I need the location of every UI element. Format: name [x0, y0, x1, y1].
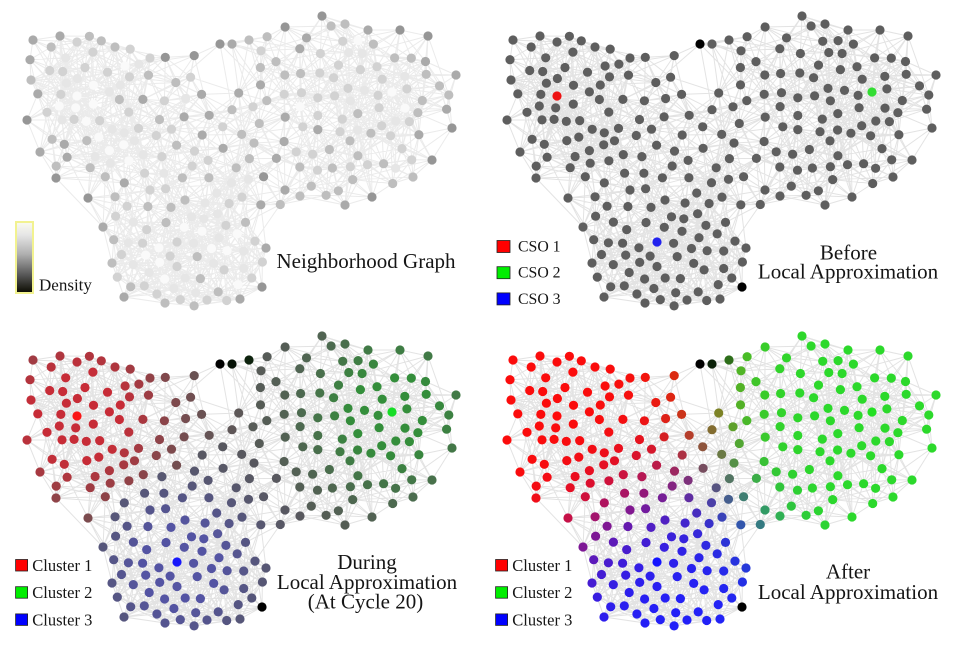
- svg-text:Cluster 3: Cluster 3: [512, 610, 572, 629]
- svg-text:After: After: [826, 560, 870, 584]
- svg-text:Neighborhood Graph: Neighborhood Graph: [276, 249, 456, 273]
- svg-text:Cluster 2: Cluster 2: [512, 583, 572, 602]
- svg-text:CSO 1: CSO 1: [518, 239, 561, 256]
- svg-text:CSO 3: CSO 3: [518, 291, 561, 308]
- svg-text:During: During: [337, 550, 397, 574]
- svg-text:Local Approximation: Local Approximation: [758, 580, 939, 604]
- svg-text:Local Approximation: Local Approximation: [758, 260, 939, 284]
- svg-text:Cluster 1: Cluster 1: [512, 556, 572, 575]
- svg-text:Density: Density: [39, 276, 92, 295]
- svg-text:Cluster 1: Cluster 1: [32, 556, 92, 575]
- svg-text:Cluster 3: Cluster 3: [32, 610, 92, 629]
- svg-text:(At Cycle 20): (At Cycle 20): [308, 590, 423, 614]
- svg-text:CSO 2: CSO 2: [518, 265, 561, 282]
- svg-text:Cluster 2: Cluster 2: [32, 583, 92, 602]
- svg-text:Local Approximation: Local Approximation: [277, 570, 458, 594]
- svg-text:Before: Before: [820, 241, 877, 265]
